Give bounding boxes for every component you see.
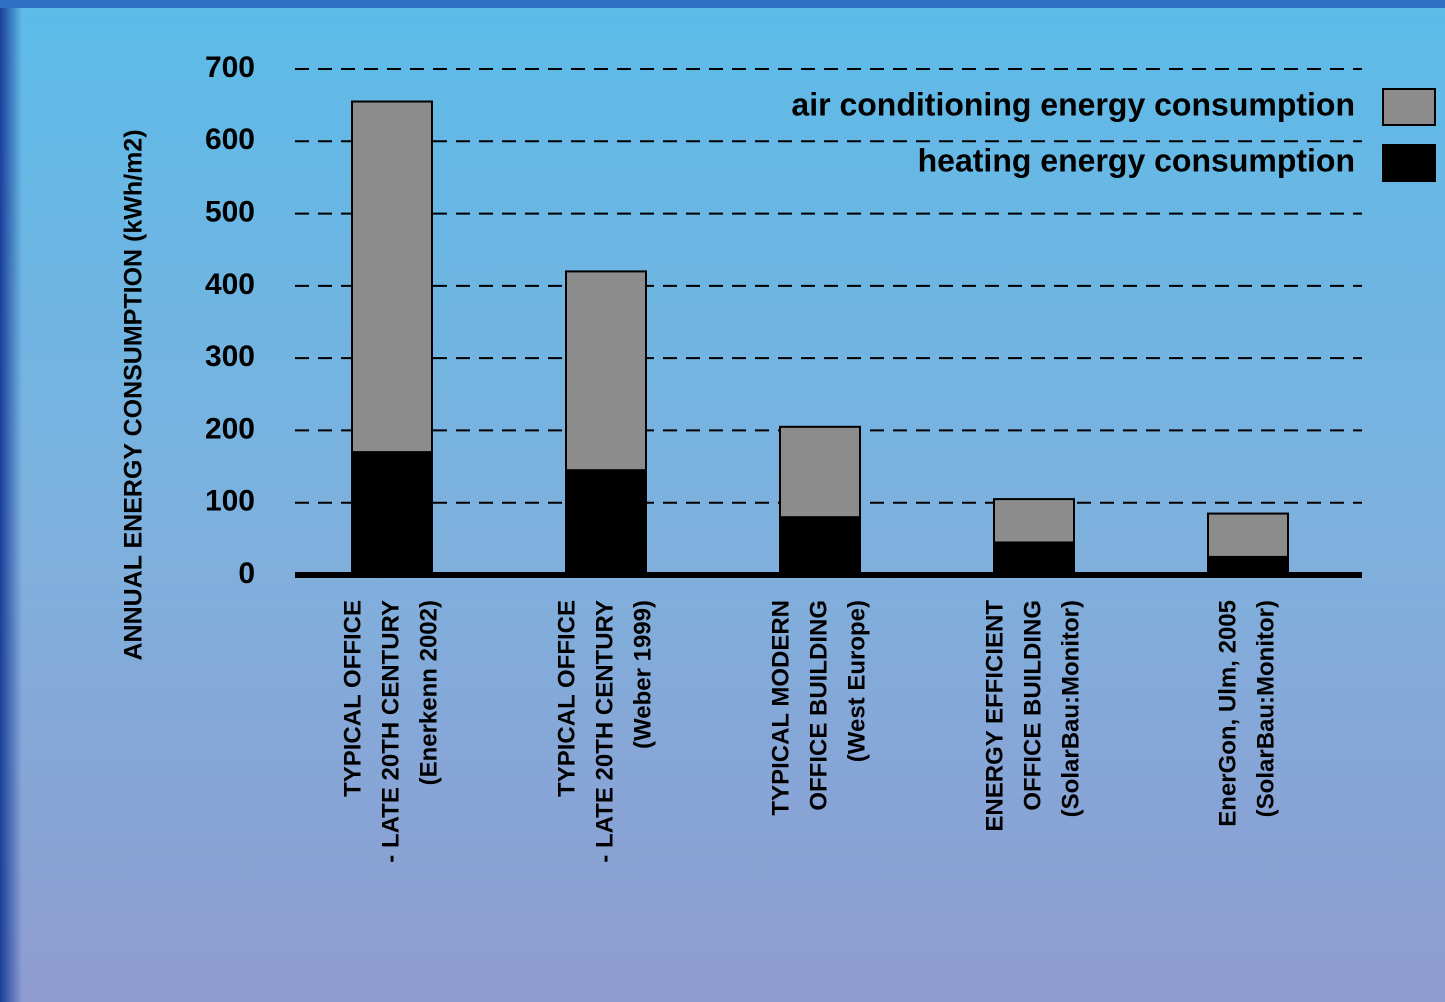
x-tick-label: (SolarBau:Monitor)	[1057, 600, 1084, 817]
x-tick-label: OFFICE BUILDING	[805, 600, 832, 811]
bar-segment	[993, 541, 1075, 577]
x-tick-label: (SolarBau:Monitor)	[1252, 600, 1279, 817]
bar-segment	[1207, 512, 1289, 558]
bar-segment	[993, 498, 1075, 544]
y-tick-label: 300	[205, 340, 255, 373]
x-tick-label: TYPICAL MODERN	[767, 600, 794, 816]
bar-segment	[565, 469, 647, 576]
y-tick-label: 0	[238, 557, 255, 590]
top-edge	[0, 0, 1445, 8]
bar-segment	[779, 425, 861, 519]
x-tick-label: OFFICE BUILDING	[1019, 600, 1046, 811]
y-tick-label: 200	[205, 412, 255, 445]
y-tick-label: 400	[205, 268, 255, 301]
edge	[0, 0, 22, 1002]
y-axis-label: ANNUAL ENERGY CONSUMPTION (kWh/m2)	[120, 129, 148, 660]
bar-segment	[779, 516, 861, 577]
legend-swatch	[1382, 88, 1436, 126]
x-tick-label: TYPICAL OFFICE	[339, 600, 366, 797]
bar-segment	[565, 270, 647, 472]
x-tick-label: (Weber 1999)	[629, 600, 656, 749]
y-tick-label: 700	[205, 51, 255, 84]
y-tick-label: 600	[205, 123, 255, 156]
x-tick-label: - LATE 20TH CENTURY	[377, 600, 404, 863]
x-tick-label: (Enerkenn 2002)	[415, 600, 442, 785]
y-tick-label: 500	[205, 195, 255, 228]
legend-swatch	[1382, 144, 1436, 182]
x-tick-label: - LATE 20TH CENTURY	[591, 600, 618, 863]
x-tick-label: ENERGY EFFICIENT	[981, 600, 1008, 832]
legend-label: air conditioning energy consumption	[791, 86, 1355, 122]
legend-label: heating energy consumption	[918, 142, 1355, 178]
x-tick-label: TYPICAL OFFICE	[553, 600, 580, 797]
bar-segment	[351, 100, 433, 454]
x-tick-label: EnerGon, Ulm, 2005	[1214, 600, 1241, 827]
bar-segment	[351, 451, 433, 576]
y-tick-label: 100	[205, 485, 255, 518]
x-tick-label: (West Europe)	[843, 600, 870, 762]
